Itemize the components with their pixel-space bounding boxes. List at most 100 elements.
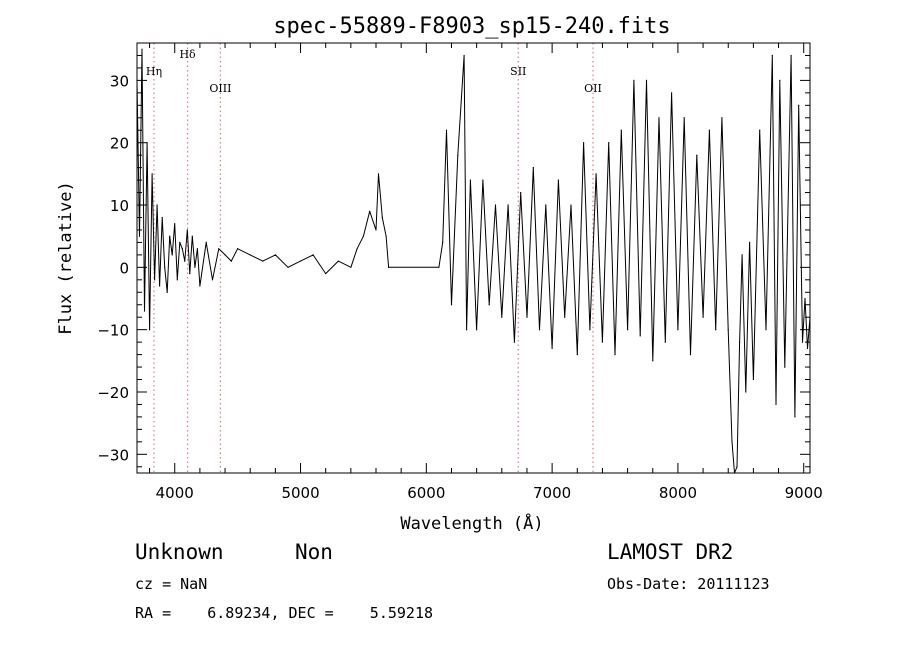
spectrum-point: [806, 347, 809, 349]
spectrum-point: [759, 129, 761, 131]
spectrum-point: [557, 179, 560, 181]
survey-label: LAMOST DR2: [607, 540, 734, 564]
spectrum-point: [205, 241, 207, 243]
spectrum-point: [739, 341, 741, 343]
spectrum-point: [166, 291, 168, 293]
y-tick-label: 20: [110, 135, 129, 153]
spectrum-point: [463, 54, 465, 57]
spectrum-point: [356, 248, 358, 250]
spectrum-point: [708, 129, 711, 131]
spectrum-point: [377, 173, 380, 175]
x-tick-label: 7000: [533, 484, 571, 502]
flux-series: [136, 48, 811, 474]
y-tick-label: −30: [97, 446, 129, 464]
spectrum-point: [551, 347, 553, 349]
spectrum-point: [287, 266, 289, 268]
spectrum-point: [184, 260, 186, 262]
spectrum-point: [388, 266, 390, 268]
spectrum-point: [181, 248, 183, 250]
spectrum-point: [350, 266, 352, 268]
spectrum-point: [570, 204, 572, 206]
line-marker-label: SII: [510, 65, 526, 78]
spectrum-point: [262, 260, 264, 262]
x-axis-label: Wavelength (Å): [400, 512, 543, 534]
spectrum-point: [488, 304, 490, 306]
spectrum-point: [601, 341, 604, 343]
spectrum-point: [696, 154, 698, 156]
y-axis-label: Flux (relative): [56, 181, 76, 335]
spectrum-point: [801, 341, 804, 343]
spectrum-point: [274, 254, 276, 256]
spectrum-point: [161, 216, 163, 219]
spectrum-point: [211, 279, 214, 281]
x-tick-label: 8000: [659, 484, 697, 502]
spectrum-point: [138, 235, 141, 237]
spectrum-point: [752, 378, 755, 381]
axes: 4000 5000 6000 7000 8000 9000 −30 −20 −10 0 10 20 30: [97, 43, 823, 502]
spectrum-point: [141, 48, 143, 50]
spectrum-point: [369, 210, 371, 212]
spectrum-point: [174, 223, 176, 225]
spectrum-point: [325, 273, 327, 275]
spectrum-point: [381, 216, 383, 219]
spectrum-point: [230, 260, 232, 262]
spectrum-point: [513, 341, 516, 343]
spectrum-point: [779, 79, 781, 81]
spectrum-point: [164, 266, 166, 268]
spectrum-point: [652, 360, 654, 362]
spectrum-point: [765, 329, 767, 331]
y-tick-label: −20: [97, 384, 129, 402]
spectrum-point: [176, 279, 178, 281]
spectrum-point: [299, 260, 302, 262]
emission-line-markers: Hη Hδ OIII SII OII: [146, 43, 602, 473]
obs-date-text: Obs-Date: 20111123: [607, 575, 770, 593]
spectrum-point: [154, 279, 156, 281]
x-tick-label: 9000: [785, 484, 823, 502]
spectrum-point: [312, 254, 314, 256]
spectrum-point: [143, 310, 146, 312]
spectrum-point: [171, 254, 173, 256]
spectrum-point: [362, 235, 364, 237]
spectrum-point: [736, 466, 738, 468]
line-marker-label: Hδ: [179, 48, 196, 61]
spectrum-point: [658, 117, 660, 119]
spectrum-point: [189, 273, 191, 275]
spectrum-point: [445, 129, 448, 131]
spectrum-point: [337, 260, 339, 262]
spectrum-point: [745, 391, 747, 393]
spectrum-point: [194, 266, 196, 268]
spectrum-point: [639, 335, 641, 337]
spectrum-point: [224, 254, 226, 256]
spectrum-point: [794, 416, 796, 418]
spectrum-point: [545, 204, 547, 206]
spectrum-point: [450, 304, 453, 306]
y-tick-label: −10: [97, 322, 129, 340]
spectrum-point: [633, 79, 635, 81]
spectrum-point: [438, 266, 440, 268]
spectrum-point: [191, 235, 193, 237]
spectrum-point: [151, 173, 153, 175]
spectrum-point: [442, 241, 444, 243]
spectrum-point: [466, 329, 468, 331]
spectrum-point: [186, 229, 188, 231]
object-subclass: Non: [295, 540, 333, 564]
y-tick-label: 10: [110, 197, 129, 215]
spectrum-point: [664, 341, 666, 343]
coordinates-text: RA = 6.89234, DEC = 5.59218: [135, 604, 434, 622]
spectrum-point: [501, 316, 503, 318]
x-tick-label: 6000: [407, 484, 445, 502]
spectrum-point: [385, 235, 387, 237]
spectrum-point: [721, 117, 723, 119]
spectrum-point: [218, 248, 220, 250]
spectrum-point: [169, 235, 171, 237]
spectrum-point: [749, 241, 751, 243]
spectrum-point: [775, 403, 777, 405]
object-class: Unknown: [135, 540, 224, 564]
spectrum-point: [790, 54, 792, 57]
spectrum-point: [375, 229, 377, 231]
spectrum-point: [179, 241, 181, 243]
spectrum-point: [702, 316, 704, 318]
y-tick-label: 0: [119, 259, 129, 277]
spectrum-point: [526, 316, 528, 318]
spectrum-point: [538, 329, 541, 331]
